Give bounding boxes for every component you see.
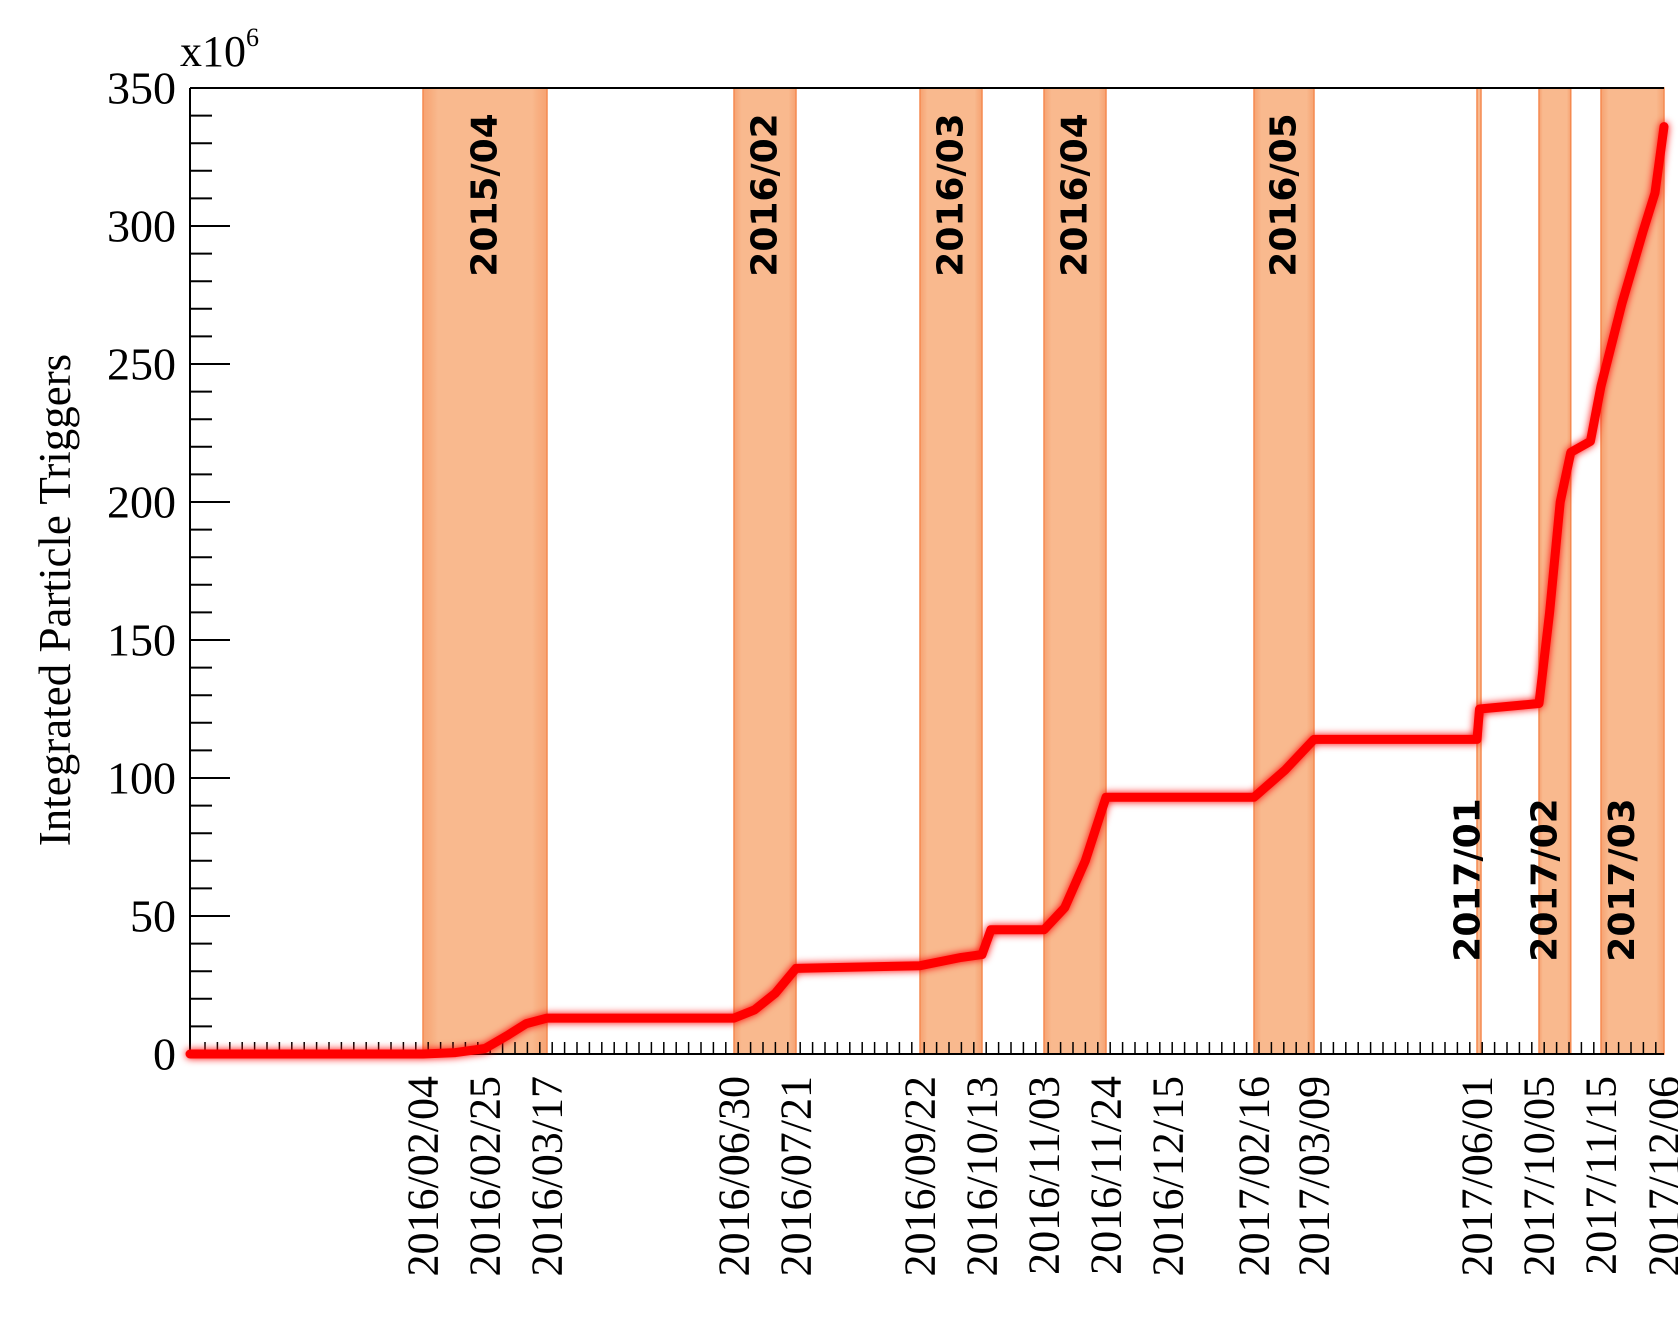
period-band: [422, 87, 548, 1055]
y-tick-label: 0: [153, 1029, 176, 1080]
x-tick-label: 2016/11/24: [1082, 1076, 1131, 1275]
period-label: 2016/03: [931, 113, 972, 276]
y-tick-label: 350: [107, 63, 176, 114]
period-label: 2016/04: [1055, 113, 1096, 276]
x-tick-label: 2016/07/21: [772, 1076, 821, 1276]
period-label: 2015/04: [465, 113, 506, 276]
period-label: 2017/03: [1602, 798, 1643, 961]
x-tick-label: 2016/10/13: [958, 1076, 1007, 1276]
triggers-series-line: [185, 122, 1669, 1059]
period-band: [1600, 87, 1665, 1055]
x-tick-label: 2017/11/15: [1577, 1076, 1626, 1275]
x-tick-label: 2016/02/04: [399, 1076, 448, 1276]
period-label: 2017/02: [1524, 798, 1565, 961]
period-label: 2016/05: [1264, 113, 1305, 276]
y-tick-label: 100: [107, 753, 176, 804]
x-tick-label: 2016/03/17: [523, 1076, 572, 1276]
x-tick-label: 2016/12/15: [1144, 1076, 1193, 1276]
y-tick-label: 300: [107, 201, 176, 252]
x-tick-label: 2017/06/01: [1453, 1076, 1502, 1276]
period-label: 2017/01: [1448, 798, 1489, 961]
x-tick-label: 2016/09/22: [896, 1076, 945, 1276]
x-tick-label: 2016/11/03: [1020, 1076, 1069, 1275]
x-tick-label: 2017/10/05: [1515, 1076, 1564, 1276]
period-band: [733, 87, 797, 1055]
period-labels: 2015/04 2016/02 2016/03 2016/04 2016/05 2017/…: [465, 113, 1644, 961]
y-axis-title: Integrated Particle Triggers: [30, 354, 80, 846]
x-tick-label: 2017/02/16: [1230, 1076, 1279, 1276]
axes: 0 50 100 150 200 250 300 350 2016/02/04 2016/02/2…: [107, 63, 1678, 1277]
x-tick-label: 2017/12/06: [1640, 1076, 1678, 1276]
x-tick-label: 2017/03/09: [1290, 1076, 1339, 1276]
x-tick-label: 2016/06/30: [710, 1076, 759, 1276]
series-layer: [185, 122, 1669, 1059]
y-tick-label: 200: [107, 477, 176, 528]
y-tick-label: 250: [107, 339, 176, 390]
axis-text: x106 Integrated Particle Triggers: [30, 23, 259, 846]
period-label: 2016/02: [745, 113, 786, 276]
y-tick-label: 50: [130, 891, 176, 942]
x-tick-label: 2016/02/25: [461, 1076, 510, 1276]
period-band: [1253, 87, 1315, 1055]
y-tick-label: 150: [107, 615, 176, 666]
exponent-label: x106: [180, 23, 259, 76]
